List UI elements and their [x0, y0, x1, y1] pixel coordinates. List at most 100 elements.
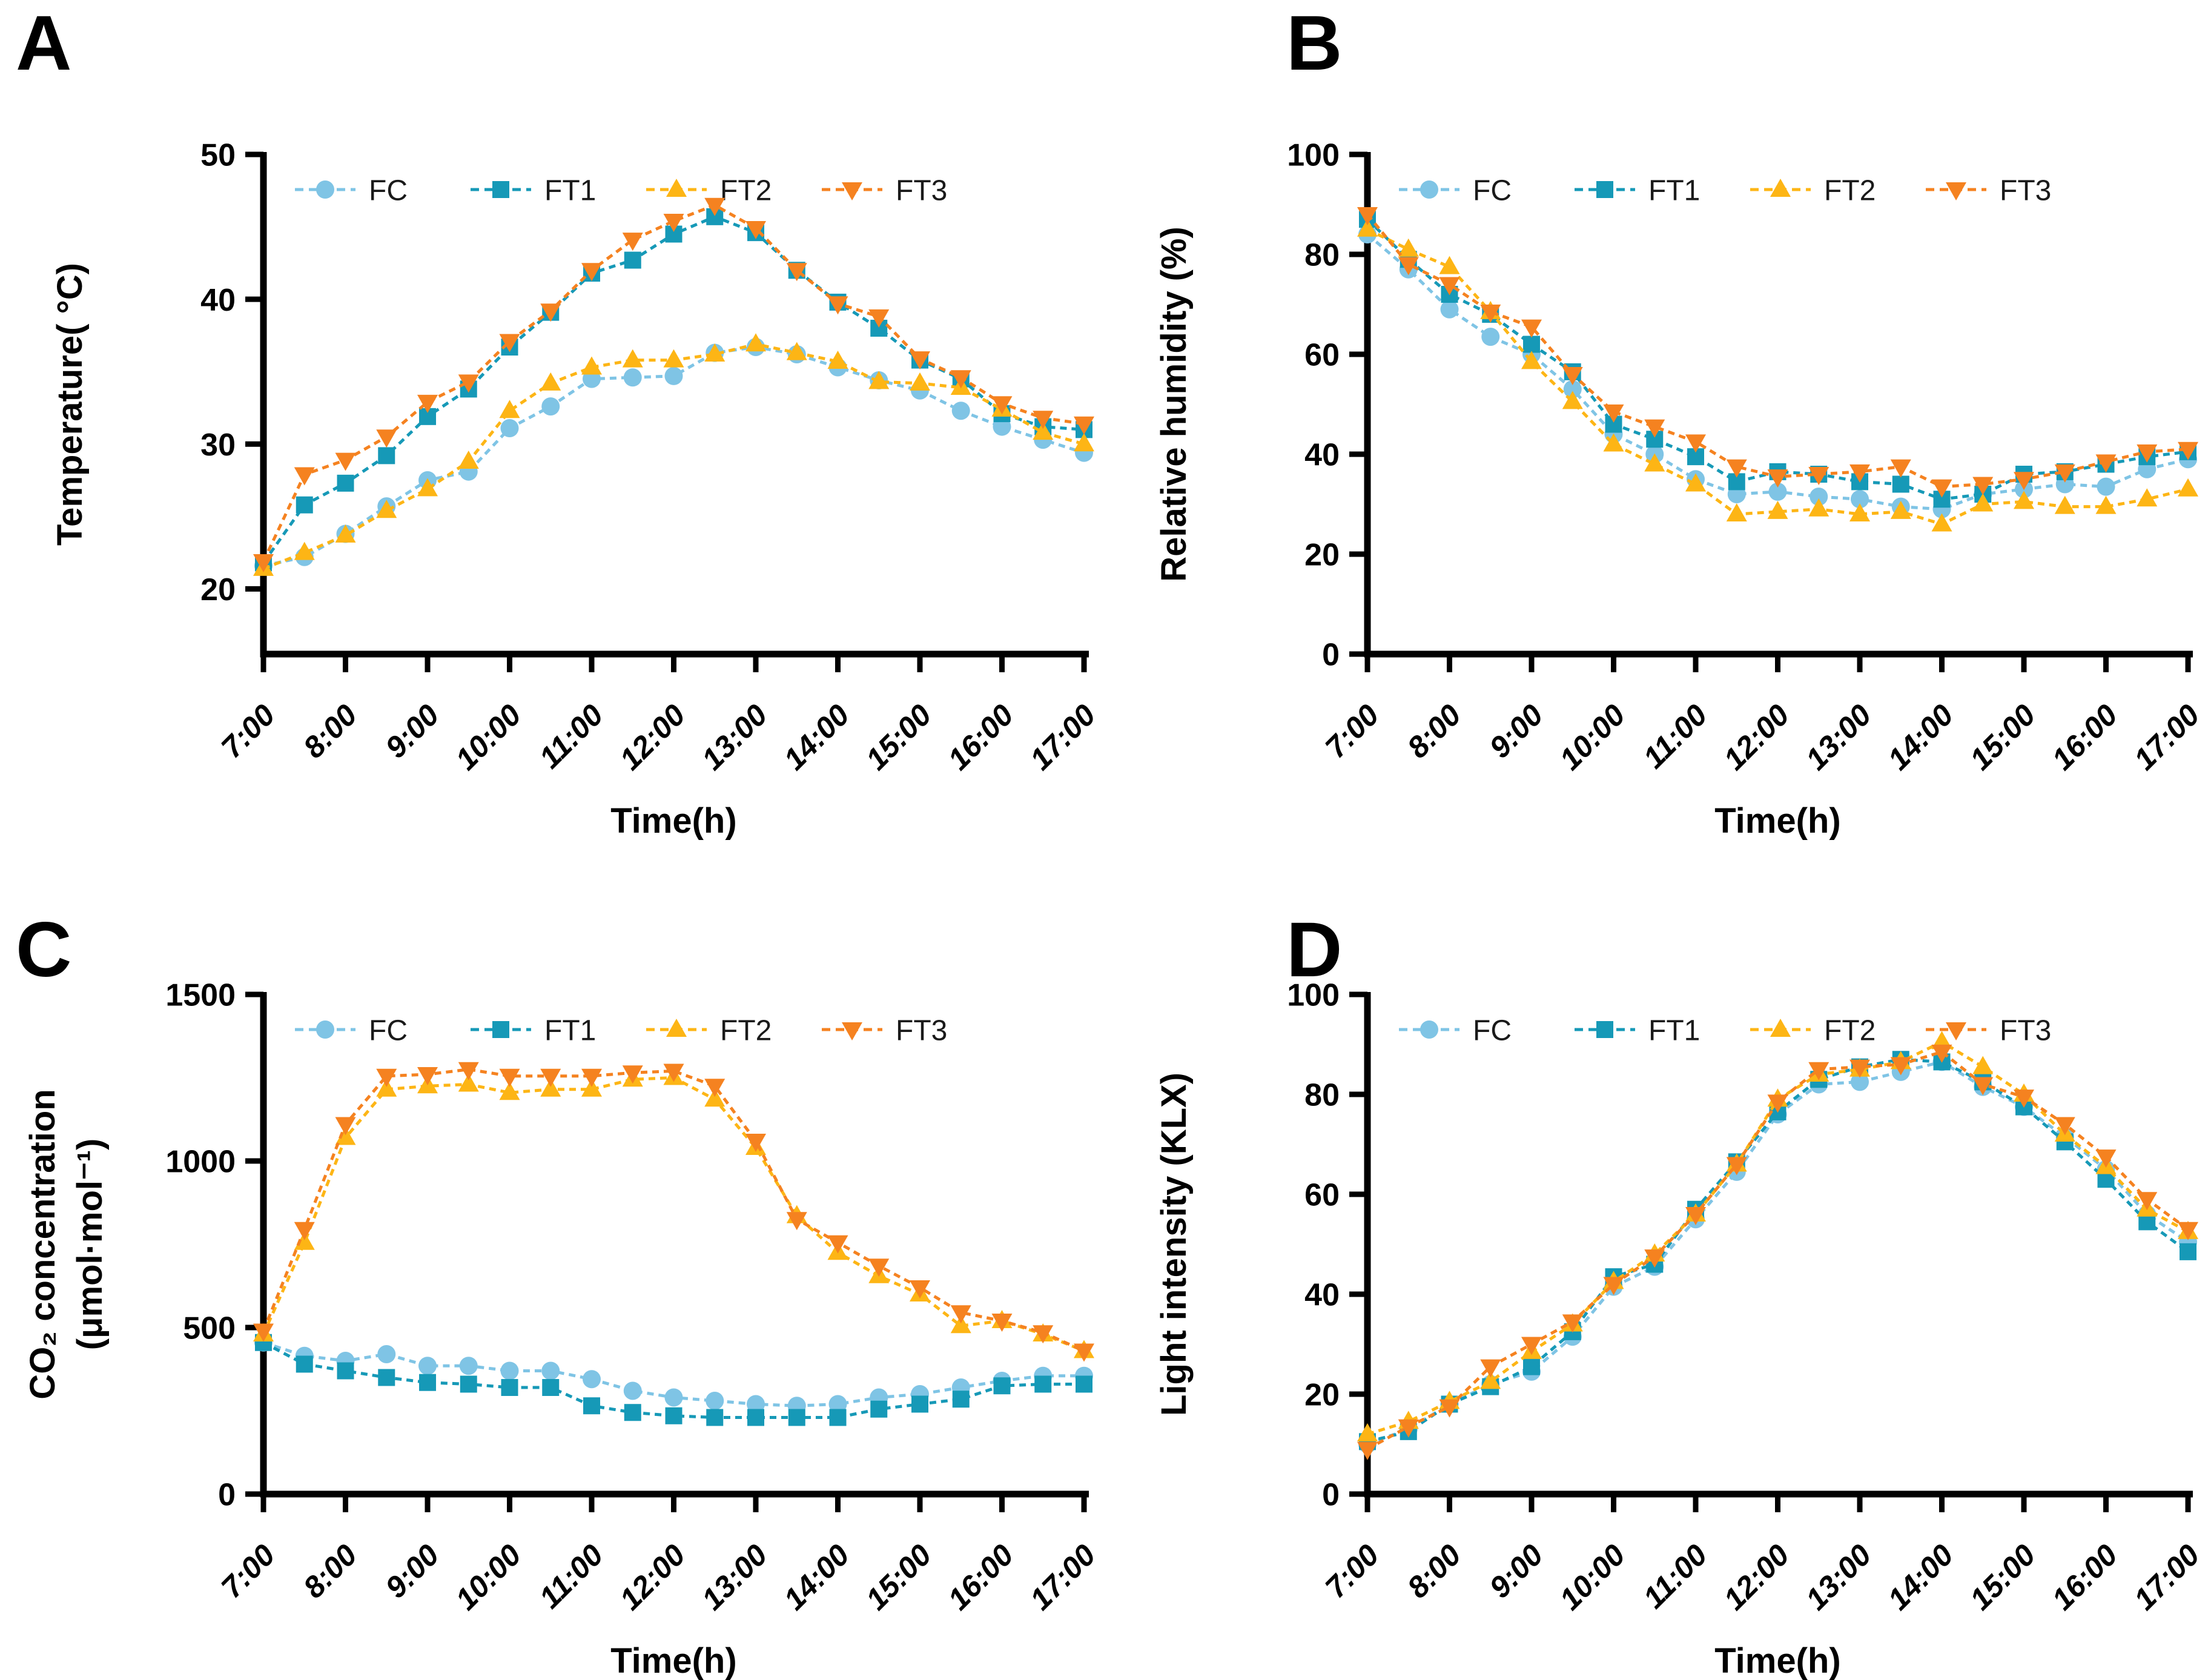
data-point-FC [1851, 1073, 1869, 1091]
data-point-FT3 [540, 1068, 561, 1087]
x-tick-label: 16:00 [2045, 698, 2124, 776]
data-point-FT3 [1398, 257, 1419, 276]
data-point-FC [706, 1392, 724, 1410]
data-point-FT3 [1439, 1399, 1460, 1418]
x-tick-label: 14:00 [1881, 698, 1960, 776]
legend-label: FC [369, 174, 408, 207]
x-tick-label: 15:00 [859, 698, 938, 776]
data-point-FT3 [1439, 277, 1460, 296]
panel-letter-C: C [16, 907, 73, 993]
y-tick-label: 100 [1287, 978, 1340, 1013]
legend-item-FC: FC [295, 1014, 408, 1047]
data-point-FT2 [1357, 218, 1378, 237]
legend-label: FT1 [1648, 1014, 1700, 1047]
x-tick-label: 10:00 [449, 698, 527, 776]
data-point-FT3 [581, 263, 602, 282]
y-axis-title: Light intensity (KLX) [1154, 1073, 1194, 1416]
data-point-FT1 [1034, 1375, 1052, 1393]
legend: FC FT1 FT2 FT3 [295, 174, 947, 207]
legend-marker-triangle-up-icon [666, 1019, 687, 1037]
data-point-FT3 [1562, 1314, 1583, 1333]
data-point-FT3 [2137, 1192, 2158, 1211]
data-point-FC [500, 1361, 519, 1380]
x-tick-label: 9:00 [378, 1538, 445, 1604]
data-point-FT2 [376, 1078, 397, 1097]
legend-label: FT2 [1824, 1014, 1876, 1047]
data-point-FT3 [704, 1079, 726, 1097]
data-point-FT1 [378, 447, 395, 465]
data-point-FT3 [581, 1068, 602, 1087]
x-tick-label: 14:00 [777, 1538, 856, 1616]
data-point-FC [993, 417, 1011, 436]
x-tick-label: 12:00 [1717, 698, 1796, 776]
data-point-FT3 [1603, 1277, 1624, 1295]
data-point-FT3 [2095, 454, 2117, 473]
series-FT3 [253, 1062, 1094, 1362]
data-point-FC [541, 397, 560, 416]
data-point-FT2 [2095, 495, 2117, 514]
data-point-FT1 [296, 1355, 313, 1373]
data-point-FT1 [1523, 336, 1540, 353]
data-point-FT2 [1931, 513, 1952, 532]
data-point-FT2 [2054, 495, 2075, 514]
data-point-FT3 [1972, 1077, 1994, 1096]
legend-label: FT3 [896, 1014, 947, 1047]
x-tick-label: 11:00 [532, 1538, 610, 1615]
data-point-FT3 [991, 396, 1013, 415]
data-point-FT1 [583, 1397, 600, 1415]
data-point-FT2 [294, 541, 315, 560]
data-point-FT3 [868, 309, 890, 328]
data-point-FT3 [253, 1323, 274, 1342]
data-point-FT1 [542, 1379, 560, 1396]
data-point-FT2 [376, 500, 397, 518]
data-point-FT2 [745, 333, 766, 352]
data-point-FC [1481, 328, 1500, 346]
data-point-FT2 [499, 400, 520, 418]
data-point-FT3 [1521, 1337, 1542, 1355]
legend-label: FT1 [544, 174, 596, 207]
data-point-FT1 [296, 496, 313, 514]
legend-item-FC: FC [1399, 1014, 1512, 1047]
legend-label: FT2 [720, 174, 772, 207]
x-tick-label: 17:00 [1023, 698, 1102, 776]
legend-label: FT1 [1648, 174, 1700, 207]
data-point-FC [459, 1357, 478, 1375]
data-point-FT3 [786, 1212, 807, 1231]
legend-item-FT1: FT1 [471, 174, 596, 207]
data-point-FT2 [1357, 1423, 1378, 1441]
data-point-FT3 [1767, 469, 1788, 488]
data-point-FT2 [1726, 503, 1747, 521]
data-point-FT1 [419, 1374, 436, 1391]
x-tick-label: 9:00 [1482, 698, 1549, 764]
data-point-FT3 [1480, 1359, 1501, 1378]
data-point-FT3 [745, 1134, 766, 1152]
data-point-FT3 [704, 197, 726, 216]
y-axis-title: (μmol·mol⁻¹) [70, 1139, 110, 1351]
data-point-FT2 [1767, 500, 1788, 519]
data-point-FT3 [1480, 304, 1501, 323]
data-point-FT2 [581, 1078, 602, 1097]
legend: FC FT1 FT2 FT3 [1399, 174, 2051, 207]
legend-marker-square-icon [1596, 1021, 1613, 1038]
data-point-FT2 [417, 478, 438, 497]
data-point-FT3 [1767, 1094, 1788, 1113]
data-point-FC [500, 418, 519, 437]
series-line-FT3 [262, 1068, 1085, 1352]
legend-label: FT1 [544, 1014, 596, 1047]
data-point-FT2 [1521, 351, 1542, 369]
data-point-FT2 [1439, 256, 1460, 274]
y-tick-label: 40 [1304, 1278, 1340, 1313]
legend-item-FT3: FT3 [1926, 1014, 2051, 1047]
data-point-FC [1810, 488, 1828, 506]
legend-item-FC: FC [295, 174, 408, 207]
y-tick-label: 40 [200, 283, 236, 318]
x-tick-label: 7:00 [214, 1538, 281, 1604]
data-point-FT3 [1644, 1249, 1665, 1268]
data-point-FT3 [1074, 1343, 1094, 1362]
x-tick-label: 10:00 [449, 1538, 527, 1616]
data-point-FT3 [540, 303, 561, 322]
legend-item-FT2: FT2 [1750, 174, 1876, 207]
data-point-FT2 [1398, 238, 1419, 257]
data-point-FT3 [1562, 367, 1583, 385]
data-point-FT3 [1808, 1062, 1830, 1080]
